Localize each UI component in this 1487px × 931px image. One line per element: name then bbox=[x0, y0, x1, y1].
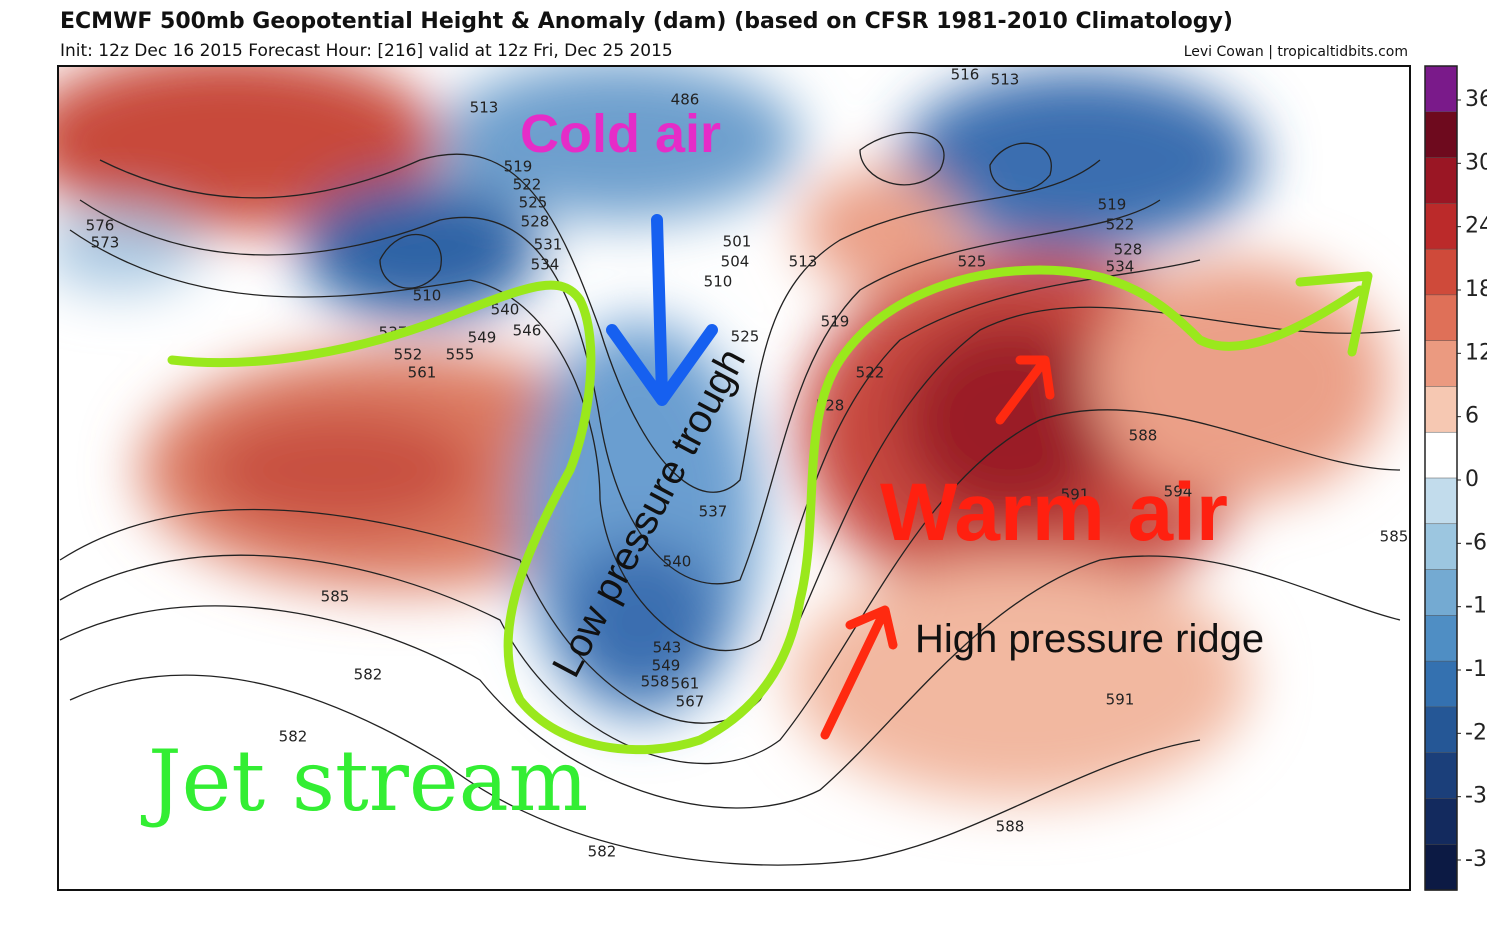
contour-label: 519 bbox=[821, 313, 850, 331]
colorbar-swatch bbox=[1424, 752, 1458, 800]
contour-label: 555 bbox=[446, 346, 475, 364]
contour-label: 522 bbox=[513, 176, 542, 194]
credit: Levi Cowan | tropicaltidbits.com bbox=[1184, 44, 1408, 60]
contour-label: 522 bbox=[1106, 216, 1135, 234]
warm-air-arrow bbox=[995, 355, 1055, 425]
contour-label: 561 bbox=[671, 675, 700, 693]
contour-label: 549 bbox=[468, 329, 497, 347]
contour-label: 525 bbox=[731, 328, 760, 346]
contour-label: 582 bbox=[588, 843, 617, 861]
colorbar-swatch bbox=[1424, 111, 1458, 159]
colorbar-frame bbox=[1424, 65, 1458, 891]
colorbar-label: 24 bbox=[1465, 214, 1487, 239]
contour-label: 486 bbox=[671, 91, 700, 109]
contour-label: 576 bbox=[86, 217, 115, 235]
ridge-arrow bbox=[820, 605, 898, 740]
contour-label: 588 bbox=[996, 818, 1025, 836]
contour-label: 546 bbox=[513, 322, 542, 340]
contour-label: 549 bbox=[652, 657, 681, 675]
jet-stream-line bbox=[167, 265, 1373, 755]
contour-label: 510 bbox=[704, 273, 733, 291]
colorbar-swatch bbox=[1424, 203, 1458, 250]
contour-label: 537 bbox=[699, 503, 728, 521]
contour-label: 534 bbox=[531, 256, 560, 274]
contour-label: 513 bbox=[470, 99, 499, 117]
contour-label: 513 bbox=[789, 253, 818, 271]
colorbar-swatch bbox=[1424, 157, 1458, 205]
cold-air-arrow bbox=[606, 214, 718, 406]
colorbar-label: -30 bbox=[1465, 784, 1487, 809]
contour-label: 513 bbox=[991, 71, 1020, 89]
colorbar-swatch bbox=[1424, 569, 1458, 617]
colorbar-swatch bbox=[1424, 294, 1458, 342]
contour-label: 519 bbox=[1098, 196, 1127, 214]
contour-label: 525 bbox=[519, 194, 548, 212]
contour-label: 525 bbox=[958, 253, 987, 271]
title: ECMWF 500mb Geopotential Height & Anomal… bbox=[60, 9, 1233, 34]
contour-label: 561 bbox=[408, 364, 437, 382]
colorbar-label: -12 bbox=[1465, 594, 1487, 619]
colorbar-swatch bbox=[1424, 65, 1458, 113]
cold-air-label: Cold air bbox=[520, 104, 721, 164]
contour-label: 558 bbox=[641, 673, 670, 691]
colorbar-swatch bbox=[1424, 477, 1458, 525]
colorbar-label: 18 bbox=[1465, 277, 1487, 302]
contour-label: 528 bbox=[521, 213, 550, 231]
contour-label: 552 bbox=[394, 346, 423, 364]
contour-label: 504 bbox=[721, 253, 750, 271]
jet-stream-label: Jet stream bbox=[140, 732, 588, 830]
contour-label: 534 bbox=[1106, 258, 1135, 276]
colorbar: 36 30 24 18 12 6 0 -6 -12 -18 -24 -30 -36 bbox=[1424, 65, 1487, 891]
colorbar-swatch bbox=[1424, 798, 1458, 845]
contour-label: 582 bbox=[279, 728, 308, 746]
contour-label: 540 bbox=[663, 553, 692, 571]
contour-label: 591 bbox=[1061, 486, 1090, 504]
contour-label: 510 bbox=[413, 287, 442, 305]
anomaly-shading bbox=[58, 66, 1390, 800]
colorbar-swatch bbox=[1424, 386, 1458, 433]
colorbar-swatch bbox=[1424, 431, 1458, 479]
contour-label: 585 bbox=[1380, 528, 1409, 546]
contour-label: 573 bbox=[91, 234, 120, 252]
colorbar-label: 12 bbox=[1465, 340, 1487, 365]
contour-label: 588 bbox=[1129, 427, 1158, 445]
contour-label: 519 bbox=[504, 158, 533, 176]
contour-label: 591 bbox=[1106, 691, 1135, 709]
map-frame bbox=[57, 65, 1411, 891]
colorbar-label: -6 bbox=[1465, 530, 1487, 555]
colorbar-swatch bbox=[1424, 340, 1458, 388]
contour-label: 516 bbox=[951, 66, 980, 84]
contour-label: 540 bbox=[491, 301, 520, 319]
colorbar-swatch bbox=[1424, 706, 1458, 754]
contour-label: 567 bbox=[676, 693, 705, 711]
colorbar-swatch bbox=[1424, 660, 1458, 708]
contour-label: 528 bbox=[1114, 241, 1143, 259]
contour-label: 585 bbox=[321, 588, 350, 606]
colorbar-label: 6 bbox=[1465, 404, 1479, 429]
ridge-label: High pressure ridge bbox=[915, 617, 1264, 661]
contour-label: 582 bbox=[354, 666, 383, 684]
contour-label: 531 bbox=[534, 236, 563, 254]
colorbar-label: 0 bbox=[1465, 467, 1479, 492]
colorbar-label: -24 bbox=[1465, 720, 1487, 745]
contour-label: 501 bbox=[723, 233, 752, 251]
colorbar-label: 36 bbox=[1465, 87, 1487, 112]
colorbar-label: -18 bbox=[1465, 657, 1487, 682]
colorbar-swatch bbox=[1424, 615, 1458, 662]
colorbar-swatch bbox=[1424, 843, 1458, 891]
subtitle: Init: 12z Dec 16 2015 Forecast Hour: [21… bbox=[60, 41, 673, 61]
colorbar-swatch bbox=[1424, 523, 1458, 571]
contour-label: 594 bbox=[1164, 483, 1193, 501]
colorbar-label: -36 bbox=[1465, 847, 1487, 872]
colorbar-swatch bbox=[1424, 248, 1458, 296]
colorbar-label: 30 bbox=[1465, 150, 1487, 175]
contour-label: 522 bbox=[856, 364, 885, 382]
warm-air-label: Warm air bbox=[880, 467, 1228, 558]
contour-label: 543 bbox=[653, 639, 682, 657]
